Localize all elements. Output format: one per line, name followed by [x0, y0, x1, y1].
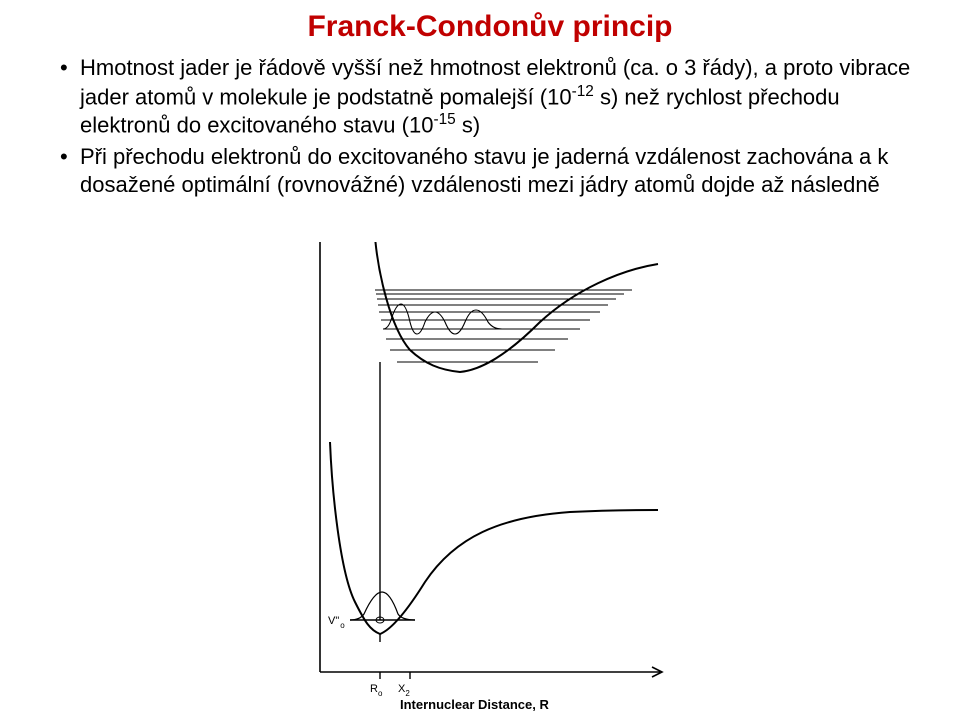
- bullet-text: s): [456, 113, 480, 138]
- x-tick-x2: X2: [398, 683, 410, 698]
- slide: Franck-Condonův princip Hmotnost jader j…: [0, 0, 960, 712]
- v-double-prime-label: V"o: [328, 615, 345, 630]
- x-tick-ro: Ro: [370, 683, 383, 698]
- list-item: Při přechodu elektronů do excitovaného s…: [60, 143, 920, 198]
- page-title: Franck-Condonův princip: [60, 10, 920, 44]
- superscript: -12: [572, 83, 594, 100]
- bullet-list: Hmotnost jader je řádově vyšší než hmotn…: [60, 54, 920, 198]
- figure-container: V"o Ro X2 Internuclear Distance, R: [0, 242, 960, 712]
- franck-condon-diagram: V"o Ro X2 Internuclear Distance, R: [270, 242, 690, 712]
- x-axis-label: Internuclear Distance, R: [400, 697, 549, 712]
- list-item: Hmotnost jader je řádově vyšší než hmotn…: [60, 54, 920, 139]
- superscript: -15: [433, 111, 455, 128]
- bullet-text: Při přechodu elektronů do excitovaného s…: [80, 144, 888, 197]
